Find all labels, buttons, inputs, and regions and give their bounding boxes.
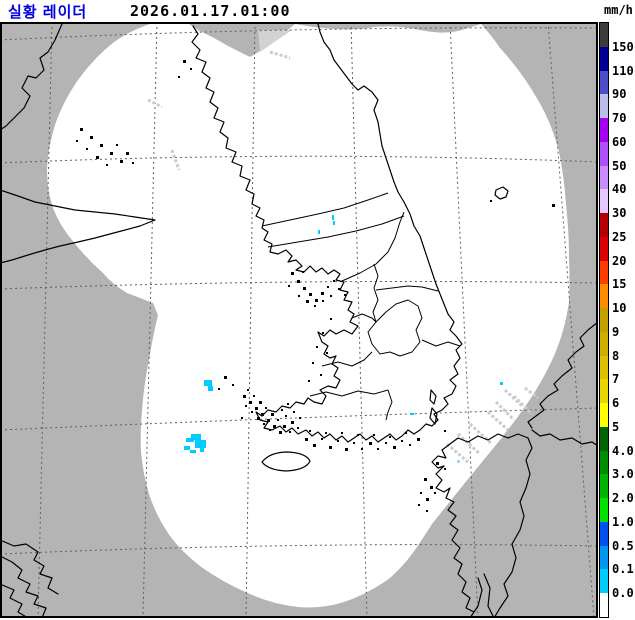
legend-tick-label: 5 xyxy=(612,420,620,434)
legend-tick-label: 30 xyxy=(612,206,627,220)
legend-segment xyxy=(600,46,608,71)
weak-echo-streak xyxy=(512,394,534,416)
legend-tick-label: 150 xyxy=(612,40,634,54)
precipitation-cell xyxy=(190,450,196,453)
precipitation-cell xyxy=(184,446,190,450)
korea-coastline xyxy=(191,23,463,443)
japan-kyushu-coast xyxy=(431,433,533,618)
legend-tick-label: 10 xyxy=(612,301,627,315)
precipitation-cell xyxy=(500,382,503,385)
dokdo-island xyxy=(552,204,555,207)
precipitation-cell xyxy=(332,215,334,220)
weak-echo-streak xyxy=(494,400,516,422)
legend-color-bar xyxy=(599,22,609,618)
legend-segment xyxy=(600,213,608,237)
legend-tick-label: 0.0 xyxy=(612,586,634,600)
legend-segment xyxy=(600,284,608,308)
legend-tick-label: 9 xyxy=(612,325,620,339)
coastlines xyxy=(0,23,598,618)
radar-map xyxy=(0,22,598,618)
legend-tick-label: 110 xyxy=(612,64,634,78)
legend-tick-label: 3.0 xyxy=(612,467,634,481)
precipitation-cell xyxy=(191,434,201,440)
legend-segment xyxy=(600,331,608,356)
page-title: 실황 레이더 xyxy=(8,4,88,21)
legend-segment xyxy=(600,308,608,332)
legend-tick-label: 6 xyxy=(612,396,620,410)
weak-echo-group xyxy=(147,50,539,464)
precipitation-cell xyxy=(208,386,213,391)
legend-segment xyxy=(600,426,608,451)
china-shandong-coast xyxy=(0,189,156,264)
precipitation-cell xyxy=(186,438,194,442)
legend-tick-label: 60 xyxy=(612,135,627,149)
legend-segment xyxy=(600,70,608,95)
china-south-coast xyxy=(0,539,59,595)
legend-segment xyxy=(600,189,608,213)
legend-segment xyxy=(600,593,608,617)
legend-segment xyxy=(600,450,608,475)
legend-tick-label: 70 xyxy=(612,111,627,125)
legend-tick-label: 25 xyxy=(612,230,627,244)
ulleungdo-island xyxy=(494,186,509,200)
legend-segment xyxy=(600,118,608,142)
precipitation-cell xyxy=(333,221,335,225)
japan-honshu-coast xyxy=(527,321,598,429)
weak-echo-streak xyxy=(524,386,539,400)
legend-segment xyxy=(600,379,608,403)
legend-unit-label: mm/h xyxy=(604,3,633,17)
precipitation-cell xyxy=(410,413,414,415)
precipitation-cell xyxy=(457,460,460,463)
legend-scale-labels: 150 110 90 70 60 50 40 30 25 20 15 10 9 8 7 6 5 4.0 3.0 2.0… xyxy=(612,22,635,618)
map-border xyxy=(0,22,598,618)
legend-segment xyxy=(600,141,608,166)
graticule xyxy=(0,22,598,618)
precipitation-cell xyxy=(200,448,204,452)
legend-segment xyxy=(600,403,608,427)
precipitation-cell xyxy=(318,230,320,234)
legend-tick-label: 0.5 xyxy=(612,539,634,553)
legend-segment xyxy=(600,94,608,118)
legend-tick-label: 90 xyxy=(612,87,627,101)
legend-tick-label: 7 xyxy=(612,372,620,386)
small-islands xyxy=(76,60,492,512)
legend-segment xyxy=(600,569,608,593)
precipitation-group xyxy=(184,215,503,463)
legend-segment xyxy=(600,474,608,498)
weak-echo-streak xyxy=(486,410,510,432)
legend-tick-label: 15 xyxy=(612,277,627,291)
legend-segment xyxy=(600,23,608,47)
legend-segment xyxy=(600,545,608,570)
coverage-edge-shading xyxy=(258,30,292,52)
tsushima-islands xyxy=(429,389,438,425)
jeju-island xyxy=(261,451,311,472)
province-borders xyxy=(261,192,461,421)
observation-timestamp: 2026.01.17.01:00 xyxy=(130,2,291,20)
legend-tick-label: 20 xyxy=(612,254,627,268)
legend-tick-label: 4.0 xyxy=(612,444,634,458)
legend-tick-label: 40 xyxy=(612,182,627,196)
china-liaodong-coast xyxy=(0,23,63,131)
legend-tick-label: 1.0 xyxy=(612,515,634,529)
legend-segment xyxy=(600,521,608,546)
precipitation-cell xyxy=(195,440,206,448)
legend-tick-label: 50 xyxy=(612,159,627,173)
legend-tick-label: 8 xyxy=(612,349,620,363)
weak-echo-streak xyxy=(269,50,291,60)
legend-tick-label: 0.1 xyxy=(612,562,634,576)
radar-coverage-area xyxy=(47,22,570,608)
legend-tick-label: 2.0 xyxy=(612,491,634,505)
weak-echo-streak xyxy=(147,98,163,109)
legend-segment xyxy=(600,260,608,285)
map-canvas xyxy=(0,22,598,618)
weak-echo-streak xyxy=(503,388,524,408)
precipitation-cell xyxy=(204,380,212,386)
legend-segment xyxy=(600,165,608,190)
legend-segment xyxy=(600,236,608,261)
legend-segment xyxy=(600,498,608,522)
legend-segment xyxy=(600,355,608,380)
weak-echo-streak xyxy=(170,149,181,171)
